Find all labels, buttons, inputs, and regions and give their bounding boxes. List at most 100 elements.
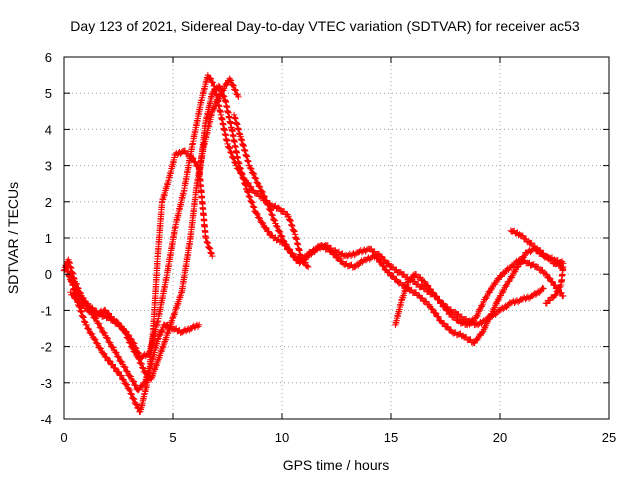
data-marker: [331, 251, 339, 258]
data-marker: [158, 327, 165, 334]
data-marker: [204, 239, 211, 246]
data-marker: [259, 220, 267, 227]
data-marker: [269, 212, 276, 219]
series-arc-e: [195, 82, 547, 329]
data-marker: [275, 227, 283, 235]
data-marker: [64, 267, 71, 275]
data-point: [540, 285, 547, 292]
data-marker: [227, 149, 235, 156]
data-marker: [249, 203, 257, 210]
data-marker: [76, 291, 83, 298]
data-point: [215, 82, 222, 90]
data-marker: [492, 299, 500, 307]
data-marker: [255, 182, 262, 190]
data-marker: [207, 249, 214, 256]
y-tick-label: 5: [45, 86, 52, 101]
x-tick-label: 25: [602, 430, 616, 445]
data-marker: [252, 174, 259, 182]
data-marker: [260, 192, 267, 199]
data-marker: [127, 335, 134, 342]
data-marker: [203, 238, 210, 246]
data-marker: [502, 282, 509, 289]
data-marker: [279, 236, 287, 244]
data-marker: [138, 360, 145, 368]
data-marker: [226, 145, 234, 152]
data-marker: [499, 287, 506, 295]
data-marker: [103, 354, 110, 361]
data-point: [154, 357, 161, 365]
data-marker: [265, 202, 272, 209]
data-point: [542, 299, 549, 307]
data-marker: [444, 323, 452, 331]
data-marker: [484, 317, 491, 325]
series-arc-b: [62, 147, 216, 416]
data-marker: [435, 313, 442, 321]
data-point: [243, 187, 251, 195]
data-marker: [286, 217, 294, 224]
data-marker: [262, 197, 269, 204]
y-tick-label: -2: [40, 340, 52, 355]
x-tick-label: 10: [275, 430, 289, 445]
data-marker: [259, 188, 266, 196]
data-marker: [95, 320, 103, 328]
data-marker: [249, 199, 256, 206]
data-marker: [227, 77, 235, 84]
data-marker: [264, 201, 272, 208]
data-marker: [253, 179, 260, 186]
data-marker: [258, 187, 265, 195]
x-tick-label: 0: [60, 430, 67, 445]
data-marker: [275, 204, 282, 211]
data-marker: [77, 308, 85, 315]
y-tick-label: -1: [40, 303, 52, 318]
data-point: [169, 314, 177, 321]
data-marker: [246, 194, 254, 201]
data-marker: [378, 253, 386, 260]
y-tick-label: 4: [45, 122, 52, 137]
data-point: [479, 328, 486, 336]
data-point: [304, 263, 312, 271]
data-marker: [112, 364, 119, 372]
data-marker: [231, 86, 239, 94]
data-marker: [432, 310, 440, 317]
data-marker: [261, 193, 268, 200]
data-marker: [272, 222, 280, 229]
data-marker: [256, 215, 264, 222]
data-marker: [143, 369, 150, 377]
data-point: [209, 252, 216, 260]
y-tick-label: 2: [45, 195, 52, 210]
data-point: [128, 336, 135, 343]
data-marker: [335, 254, 343, 262]
data-marker: [267, 207, 275, 214]
data-marker: [246, 193, 253, 200]
data-marker: [288, 221, 295, 228]
data-marker: [216, 84, 224, 91]
data-marker: [258, 188, 266, 195]
data-marker: [130, 339, 137, 347]
data-marker: [265, 228, 273, 235]
data-marker: [386, 269, 393, 276]
data-marker: [288, 222, 296, 229]
data-marker: [218, 88, 225, 95]
data-marker: [229, 82, 237, 89]
x-tick-label: 20: [493, 430, 507, 445]
data-marker: [291, 228, 298, 235]
data-marker: [134, 349, 141, 356]
data-marker: [123, 328, 130, 335]
y-tick-label: 0: [45, 267, 52, 282]
data-marker: [79, 313, 86, 320]
data-marker: [226, 144, 233, 151]
data-marker: [78, 308, 85, 316]
data-marker: [132, 344, 139, 351]
data-marker: [494, 296, 502, 303]
data-marker: [385, 260, 393, 267]
data-marker: [64, 268, 72, 275]
x-tick-label: 5: [169, 430, 176, 445]
data-marker: [250, 204, 258, 211]
data-marker: [98, 325, 105, 332]
data-marker: [482, 294, 489, 301]
data-marker: [552, 282, 559, 289]
y-tick-label: 6: [45, 50, 52, 65]
data-marker: [490, 305, 497, 313]
data-marker: [256, 183, 263, 190]
data-marker: [125, 385, 132, 392]
